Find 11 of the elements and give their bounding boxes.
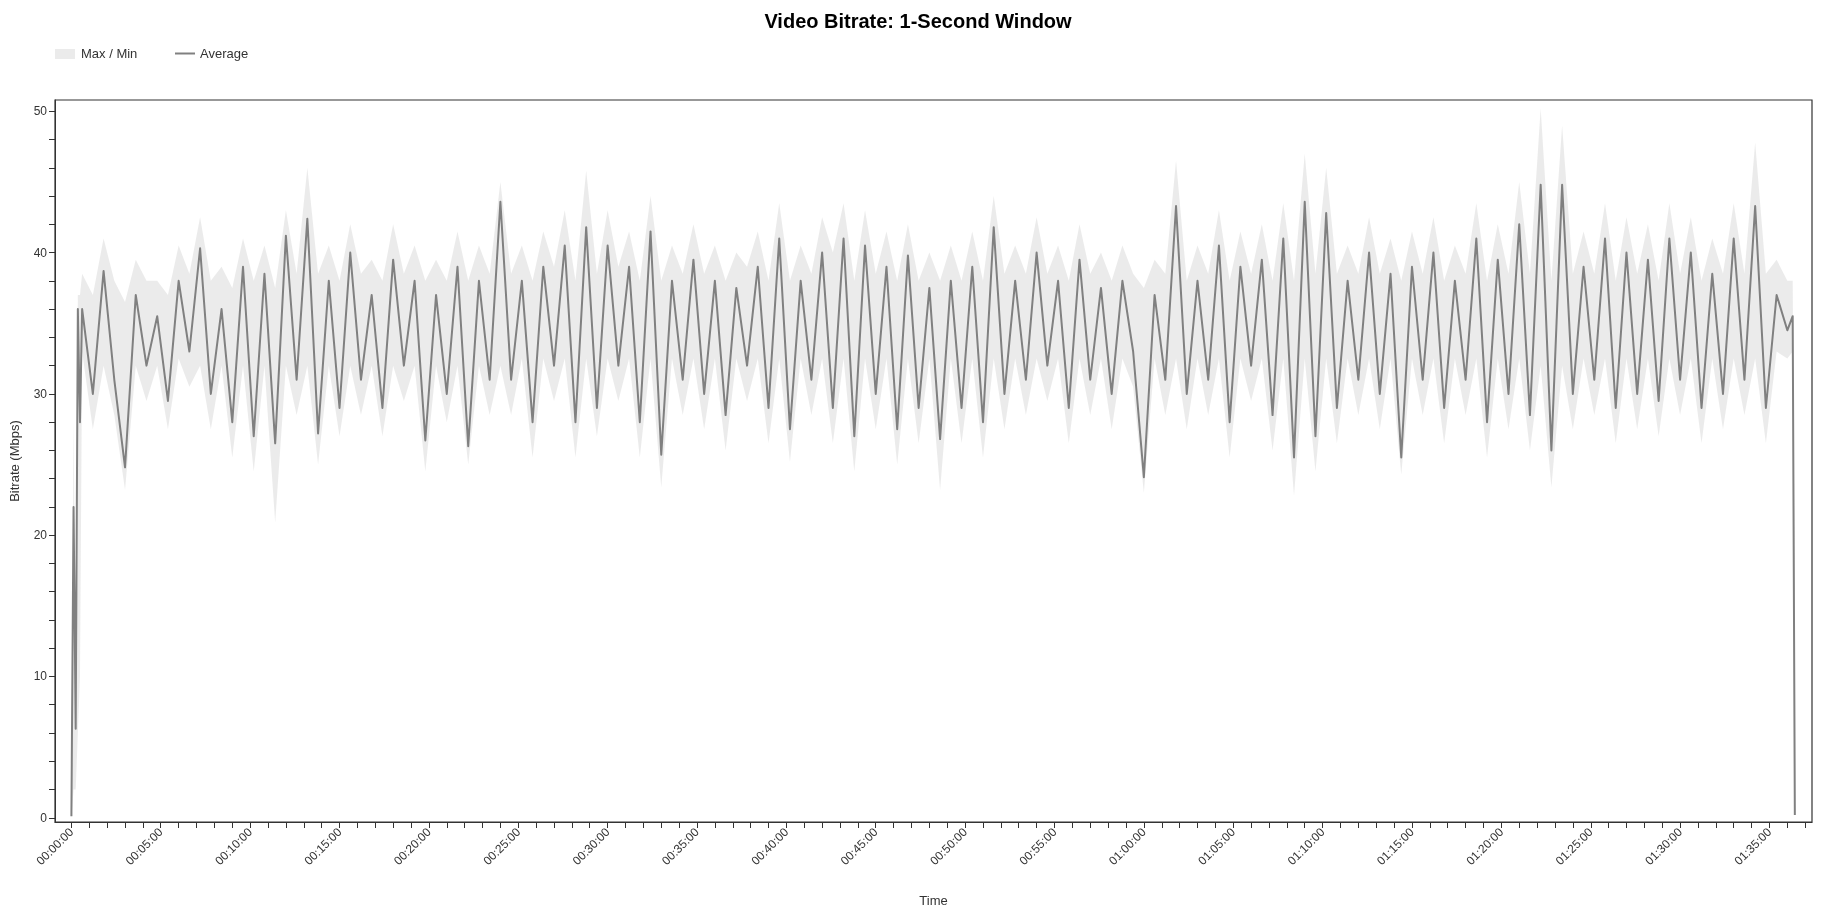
y-tick-label: 0: [40, 810, 48, 825]
chart-title: Video Bitrate: 1-Second Window: [764, 10, 1073, 32]
y-tick-label: 20: [33, 528, 48, 543]
legend-label: Average: [200, 46, 249, 61]
y-tick-label: 40: [33, 245, 48, 260]
y-axis-title: Bitrate (Mbps): [7, 420, 22, 502]
text: Max / Min: [81, 46, 138, 61]
x-axis-title: Time: [919, 893, 948, 908]
y-tick-label: 50: [33, 104, 48, 119]
y-tick-label: 10: [33, 669, 48, 684]
y-tick-label: 30: [33, 386, 48, 401]
